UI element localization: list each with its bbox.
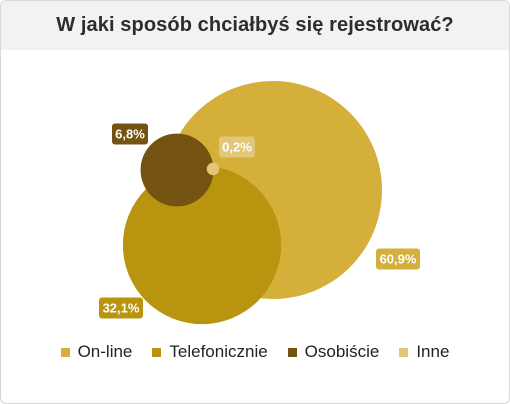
data-label-telefonicznie: 32,1% (99, 298, 143, 319)
chart-legend: On-line Telefonicznie Osobiście Inne (1, 340, 509, 364)
data-label-online: 60,9% (376, 249, 420, 270)
legend-swatch-osobiscie (288, 348, 297, 357)
data-label-text-osobiscie: 6,8% (115, 127, 145, 142)
legend-swatch-inne (399, 348, 408, 357)
bubble-osobiscie[interactable] (141, 134, 214, 207)
data-label-text-online: 60,9% (380, 252, 417, 267)
legend-swatch-online (61, 348, 70, 357)
legend-item-online[interactable]: On-line (61, 342, 133, 362)
legend-label-online: On-line (78, 342, 133, 362)
legend-label-inne: Inne (416, 342, 449, 362)
legend-swatch-telefonicznie (152, 348, 161, 357)
bubble-inne[interactable] (207, 163, 219, 175)
legend-item-telefonicznie[interactable]: Telefonicznie (152, 342, 267, 362)
data-label-text-telefonicznie: 32,1% (103, 301, 140, 316)
legend-item-osobiscie[interactable]: Osobiście (288, 342, 380, 362)
data-label-text-inne: 0,2% (222, 140, 252, 155)
legend-label-telefonicznie: Telefonicznie (169, 342, 267, 362)
data-label-inne: 0,2% (219, 137, 255, 158)
bubble-plot: 60,9% 32,1% 6,8% 0,2% (1, 1, 509, 341)
data-label-osobiscie: 6,8% (112, 124, 148, 145)
legend-label-osobiscie: Osobiście (305, 342, 380, 362)
legend-item-inne[interactable]: Inne (399, 342, 449, 362)
